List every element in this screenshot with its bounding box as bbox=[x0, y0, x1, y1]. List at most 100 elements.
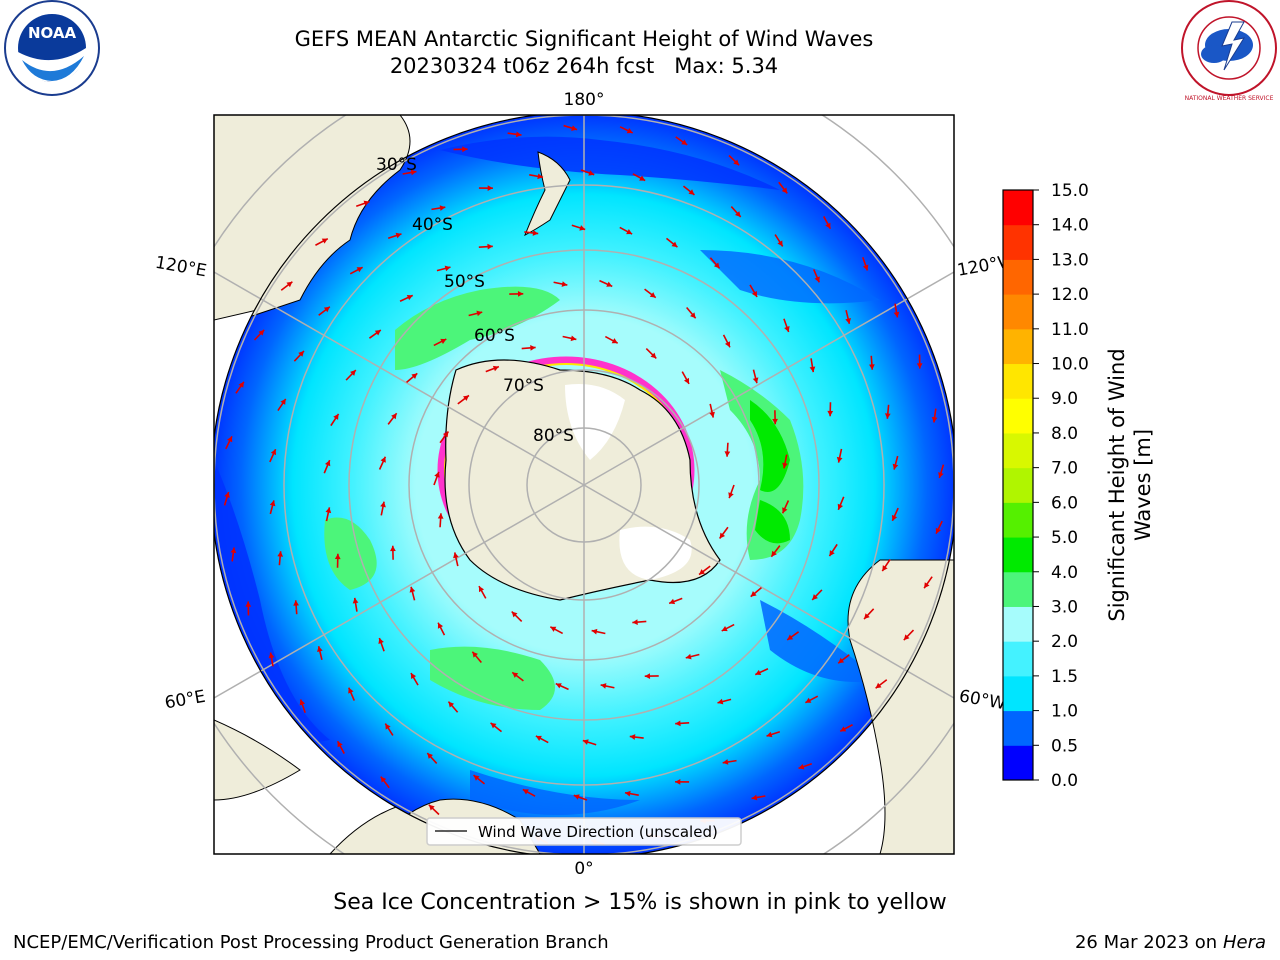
colorbar-segment bbox=[1003, 537, 1033, 573]
wind-wave-arrowhead bbox=[784, 326, 790, 332]
wind-wave-arrowhead bbox=[463, 395, 469, 401]
wind-wave-arrowhead bbox=[624, 790, 631, 797]
wind-wave-arrowhead bbox=[752, 377, 759, 384]
wind-wave-arrowhead bbox=[380, 456, 386, 463]
colorbar-segment bbox=[1003, 675, 1033, 712]
wind-wave-arrowhead bbox=[323, 306, 330, 313]
wind-wave-arrowhead bbox=[882, 565, 888, 572]
wind-wave-arrowhead bbox=[268, 652, 275, 659]
wind-wave-arrowhead bbox=[321, 238, 328, 244]
wind-wave-arrowhead bbox=[535, 735, 542, 741]
wind-wave-arrowhead bbox=[649, 292, 656, 298]
colorbar-tick-label: 15.0 bbox=[1051, 181, 1089, 201]
map-frame bbox=[213, 114, 955, 855]
wind-wave-arrowhead bbox=[348, 687, 354, 694]
wind-wave-arrowhead bbox=[938, 472, 944, 479]
wind-wave-arrowhead bbox=[699, 569, 705, 575]
wind-wave-arrowhead bbox=[325, 507, 332, 514]
wind-wave-arrowhead bbox=[721, 625, 728, 632]
colorbar-label-line1: Significant Height of Wind bbox=[1105, 348, 1129, 621]
wind-wave-arrowhead bbox=[836, 456, 843, 463]
wind-wave-arrowhead bbox=[270, 449, 277, 456]
wind-wave-arrowhead bbox=[352, 597, 359, 604]
colorbar-tick-label: 9.0 bbox=[1051, 389, 1078, 409]
colorbar-segment bbox=[1003, 606, 1033, 642]
wind-wave-arrowhead bbox=[439, 205, 446, 211]
wind-wave-arrowhead bbox=[478, 586, 485, 593]
madagascar-land bbox=[214, 719, 301, 801]
wind-wave-arrowhead bbox=[410, 169, 417, 176]
wind-wave-arrowhead bbox=[334, 553, 341, 560]
wind-wave-arrowhead bbox=[487, 185, 493, 192]
wind-wave-arrowhead bbox=[688, 189, 695, 195]
wind-wave-arrowhead bbox=[427, 753, 433, 759]
wind-wave-arrowhead bbox=[891, 514, 898, 521]
wind-wave-arrowhead bbox=[805, 697, 812, 703]
colorbar-segment bbox=[1003, 710, 1033, 746]
wind-wave-arrowhead bbox=[374, 330, 381, 336]
wind-wave-arrowhead bbox=[719, 532, 726, 539]
lat-label-60s: 60°S bbox=[474, 326, 515, 346]
wind-wave-arrowhead bbox=[238, 381, 244, 388]
wind-wave-arrowhead bbox=[869, 364, 875, 370]
ronne-ice-shelf bbox=[619, 526, 692, 580]
wind-wave-arrowhead bbox=[840, 726, 847, 732]
wind-wave-arrowhead bbox=[333, 413, 339, 420]
colorbar-tick-label: 11.0 bbox=[1051, 320, 1089, 340]
wind-wave-arrowhead bbox=[473, 775, 480, 781]
colorbar-tick-label: 3.0 bbox=[1051, 597, 1078, 617]
sea-ice-note: Sea Ice Concentration > 15% is shown in … bbox=[333, 890, 947, 915]
colorbar-tick-label: 1.5 bbox=[1051, 667, 1078, 687]
map-area bbox=[214, 115, 954, 854]
wind-wave-arrowhead bbox=[644, 673, 651, 679]
wind-wave-arrowhead bbox=[245, 601, 252, 607]
colorbar-tick-label: 4.0 bbox=[1051, 563, 1078, 583]
wind-wave-arrowhead bbox=[227, 436, 233, 443]
wind-wave-arrowhead bbox=[893, 311, 900, 318]
wind-wave-arrowhead bbox=[532, 230, 539, 236]
wind-wave-arrowhead bbox=[409, 586, 416, 593]
wind-wave-arrowhead bbox=[812, 594, 818, 600]
wind-wave-arrowhead bbox=[724, 341, 731, 348]
generation-date: 26 Mar 2023 on Hera bbox=[1075, 932, 1266, 953]
wind-wave-arrowhead bbox=[825, 222, 831, 229]
wind-wave-arrowhead bbox=[492, 365, 499, 372]
lat-label-40s: 40°S bbox=[412, 215, 453, 235]
wind-wave-arrowhead bbox=[573, 794, 580, 800]
wind-wave-arrowhead bbox=[406, 294, 413, 301]
wind-wave-arrowhead bbox=[675, 720, 681, 727]
colorbar-tick-label: 2.0 bbox=[1051, 632, 1078, 652]
wind-wave-arrowhead bbox=[317, 646, 323, 652]
wind-wave-arrowhead bbox=[269, 500, 276, 507]
wind-wave-arrowhead bbox=[462, 146, 468, 153]
wind-wave-arrowhead bbox=[428, 804, 435, 811]
wind-wave-arrowhead bbox=[766, 731, 773, 738]
wind-wave-arrowhead bbox=[434, 471, 440, 478]
lat-label-50s: 50°S bbox=[444, 272, 485, 292]
wind-wave-arrowhead bbox=[410, 673, 417, 680]
wind-wave-arrowhead bbox=[629, 734, 636, 740]
wind-wave-arrowhead bbox=[588, 170, 595, 176]
wind-wave-arrowhead bbox=[600, 683, 607, 689]
legend-label: Wind Wave Direction (unscaled) bbox=[478, 823, 718, 841]
colorbar-tick-label: 12.0 bbox=[1051, 285, 1089, 305]
wind-wave-arrowhead bbox=[561, 281, 568, 287]
chart-title: GEFS MEAN Antarctic Significant Height o… bbox=[294, 27, 874, 51]
colorbar-segment bbox=[1003, 641, 1033, 677]
wind-wave-arrowhead bbox=[411, 373, 418, 379]
lat-label-30s: 30°S bbox=[376, 155, 417, 175]
colorbar-tick-label: 0.0 bbox=[1051, 771, 1078, 791]
wind-wave-arrowhead bbox=[639, 175, 646, 181]
wind-wave-arrowhead bbox=[280, 398, 286, 405]
wind-wave-arrows bbox=[223, 124, 945, 846]
wind-wave-arrowhead bbox=[935, 527, 941, 534]
wind-wave-arrowhead bbox=[875, 682, 882, 689]
chart-subtitle: 20230324 t06z 264h fcst Max: 5.34 bbox=[389, 54, 779, 78]
wind-wave-arrowhead bbox=[337, 741, 343, 748]
wind-wave-arrowhead bbox=[606, 281, 613, 287]
colorbar-tick-label: 8.0 bbox=[1051, 424, 1078, 444]
wind-wave-arrowhead bbox=[681, 139, 688, 145]
wind-wave-arrowhead bbox=[472, 651, 478, 658]
colorbar-segment bbox=[1003, 294, 1033, 330]
